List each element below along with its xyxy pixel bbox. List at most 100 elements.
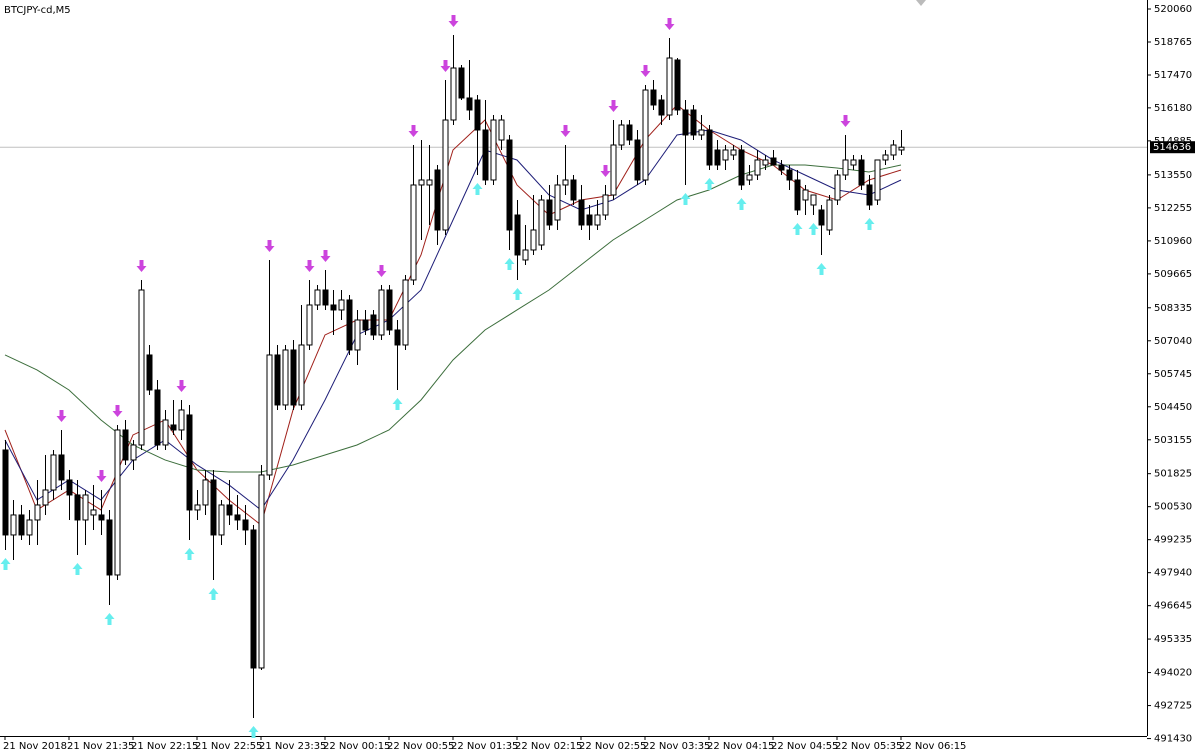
candle-bull: [314, 289, 321, 306]
candle-bear: [866, 184, 873, 206]
buy-arrow: [208, 587, 219, 600]
candle-bull: [202, 479, 209, 506]
sell-arrow: [560, 124, 571, 137]
buy-arrow: [736, 197, 747, 210]
sell-arrow: [408, 124, 419, 137]
candle-bear: [370, 314, 377, 336]
sell-arrow: [176, 379, 187, 392]
y-tick-label: 518765: [1154, 37, 1192, 48]
candle-bull: [642, 89, 649, 181]
candle-bear: [18, 514, 25, 536]
candle-bear: [386, 289, 393, 331]
sell-arrow: [448, 14, 459, 27]
sell-arrow: [264, 239, 275, 252]
candle-bear: [98, 514, 105, 521]
candle-bull: [90, 509, 97, 516]
candle-bear: [170, 424, 177, 431]
candle-bull: [562, 179, 569, 186]
candle-bear: [674, 59, 681, 111]
candle-bear: [578, 199, 585, 226]
y-tick-label: 496645: [1154, 601, 1192, 612]
buy-arrow: [0, 557, 11, 570]
x-tick-label: 21 Nov 2018: [3, 741, 67, 752]
candle-bull: [82, 494, 89, 521]
candle-bear: [226, 504, 233, 516]
moving-average: [4, 164, 902, 473]
buy-arrow: [392, 397, 403, 410]
candle-bull: [754, 159, 761, 176]
candle-bear: [186, 414, 193, 511]
candle-bull: [138, 289, 145, 446]
y-tick-label: 504450: [1154, 402, 1192, 413]
candle-bull: [890, 144, 897, 156]
candle-bear: [770, 157, 777, 166]
candle-bull: [354, 319, 361, 351]
candle-bull: [282, 349, 289, 406]
y-tick-label: 499235: [1154, 535, 1192, 546]
candle-bear: [458, 67, 465, 99]
candle-bear: [778, 164, 785, 171]
candle-bull: [618, 124, 625, 146]
candle-bear: [274, 354, 281, 406]
x-tick-label: 22 Nov 05:35: [835, 741, 902, 752]
x-tick-label: 22 Nov 02:55: [579, 741, 646, 752]
candle-bear: [74, 494, 81, 521]
candle-bull: [594, 214, 601, 226]
sell-arrow: [136, 259, 147, 272]
candle-bear: [514, 214, 521, 256]
candle-bull: [426, 179, 433, 186]
x-tick-label: 21 Nov 21:35: [67, 741, 134, 752]
buy-arrow: [808, 222, 819, 235]
candle-bull: [34, 504, 41, 521]
x-tick-label: 21 Nov 22:55: [195, 741, 262, 752]
candle-bear: [66, 479, 73, 496]
candle-bull: [882, 154, 889, 161]
candle-bull: [114, 429, 121, 576]
x-tick-label: 21 Nov 23:35: [259, 741, 326, 752]
candle-bull: [258, 474, 265, 669]
y-tick-label: 516180: [1154, 103, 1192, 114]
candle-bull: [746, 174, 753, 181]
candle-bull: [834, 174, 841, 201]
x-tick-label: 22 Nov 04:55: [771, 741, 838, 752]
sell-arrow: [840, 114, 851, 127]
candle-bull: [602, 194, 609, 216]
sell-arrow: [640, 64, 651, 77]
candle-bear: [210, 479, 217, 536]
candle-bear: [650, 89, 657, 106]
y-tick-label: 517470: [1154, 70, 1192, 81]
y-tick-label: 497940: [1154, 568, 1192, 579]
y-tick-label: 509665: [1154, 269, 1192, 280]
candle-bull: [826, 199, 833, 231]
candle-bull: [874, 159, 881, 201]
candle-bear: [570, 179, 577, 201]
sell-arrow: [600, 164, 611, 177]
candle-bull: [610, 144, 617, 196]
candle-bull: [730, 149, 737, 156]
candle-bear: [634, 139, 641, 181]
sell-arrow: [96, 469, 107, 482]
candle-bull: [538, 199, 545, 246]
candle-bear: [394, 329, 401, 346]
candle-bear: [154, 389, 161, 446]
candle-bear: [106, 519, 113, 576]
x-tick-label: 22 Nov 04:15: [707, 741, 774, 752]
candle-bull: [442, 119, 449, 231]
candle-bear: [738, 149, 745, 186]
buy-arrow: [792, 222, 803, 235]
candle-bear: [626, 124, 633, 141]
candle-bull: [306, 304, 313, 346]
candle-bear: [858, 159, 865, 186]
y-tick-label: 510960: [1154, 236, 1192, 247]
buy-arrow: [72, 562, 83, 575]
candle-bull: [666, 57, 673, 116]
candle-bear: [706, 129, 713, 166]
candle-bull: [554, 184, 561, 221]
y-tick-label: 491430: [1154, 734, 1192, 745]
candle-bear: [330, 304, 337, 311]
y-tick-label: 494020: [1154, 668, 1192, 679]
buy-arrow: [248, 725, 259, 738]
candle-bear: [434, 169, 441, 231]
candle-bull: [722, 149, 729, 161]
